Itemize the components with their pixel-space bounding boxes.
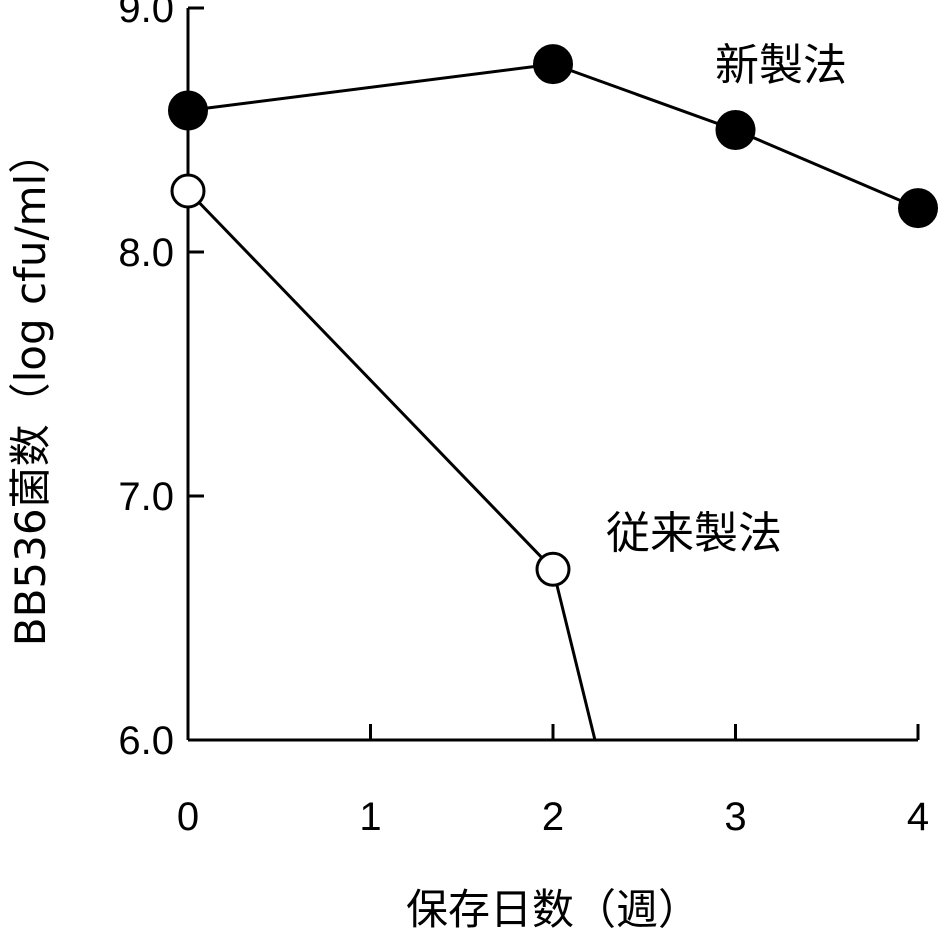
x-tick-label: 2: [542, 795, 564, 839]
x-tick-label: 0: [177, 795, 199, 839]
y-tick-label: 7.0: [118, 475, 174, 519]
labels: 保存日数（週） BB536菌数（log cfu/ml） 新製法 従来製法: [6, 40, 847, 934]
series-label-conventional-method: 従来製法: [606, 508, 782, 559]
y-axis-title: BB536菌数（log cfu/ml）: [6, 132, 55, 646]
data-point-filled: [168, 90, 208, 131]
data-point-open: [170, 173, 206, 209]
y-tick-label: 8.0: [118, 231, 174, 275]
data-point-filled: [715, 110, 756, 150]
data-point-open: [535, 551, 571, 587]
series-line-1: [186, 189, 597, 741]
x-tick-label: 1: [359, 795, 381, 839]
x-tick-label: 4: [907, 795, 929, 839]
series-lines: [186, 62, 919, 741]
y-tick-label: 9.0: [118, 0, 174, 31]
axes: 6.0 7.0 8.0 9.0 0 1 2 3 4: [118, 0, 929, 839]
series-label-new-method: 新製法: [715, 40, 847, 91]
data-point-filled: [533, 44, 573, 85]
series-line-0: [187, 62, 919, 210]
x-tick-label: 3: [724, 795, 746, 839]
x-axis-title: 保存日数（週）: [406, 885, 700, 934]
y-tick-label: 6.0: [118, 719, 174, 763]
series-markers: [168, 44, 938, 587]
data-point-filled: [898, 188, 938, 229]
